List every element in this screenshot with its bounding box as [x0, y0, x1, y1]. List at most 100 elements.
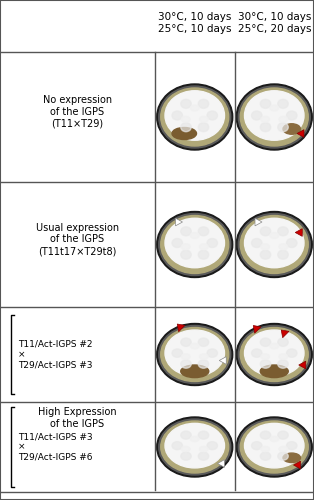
Ellipse shape [181, 360, 191, 368]
Text: T11/Act-IGPS #3
×
T29/Act-IGPS #6: T11/Act-IGPS #3 × T29/Act-IGPS #6 [18, 432, 93, 462]
Text: No expression
of the IGPS
(T11×T29): No expression of the IGPS (T11×T29) [43, 96, 112, 128]
Ellipse shape [181, 431, 191, 439]
Ellipse shape [157, 417, 233, 477]
Polygon shape [218, 460, 225, 468]
Ellipse shape [236, 324, 312, 386]
Ellipse shape [240, 88, 308, 146]
Ellipse shape [207, 111, 218, 120]
Ellipse shape [245, 424, 304, 468]
Ellipse shape [159, 214, 231, 276]
Ellipse shape [157, 212, 233, 278]
Ellipse shape [260, 122, 271, 132]
Ellipse shape [236, 417, 312, 477]
Ellipse shape [238, 214, 310, 276]
Ellipse shape [181, 338, 191, 346]
Ellipse shape [165, 330, 225, 376]
Ellipse shape [270, 344, 279, 349]
Ellipse shape [207, 349, 218, 358]
Ellipse shape [161, 421, 229, 473]
Ellipse shape [252, 349, 262, 358]
Ellipse shape [199, 446, 208, 452]
Ellipse shape [199, 354, 208, 360]
Ellipse shape [245, 218, 304, 268]
Polygon shape [177, 324, 185, 332]
Ellipse shape [260, 250, 271, 259]
Text: High Expression
of the IGPS: High Expression of the IGPS [38, 407, 117, 428]
Ellipse shape [270, 232, 279, 238]
Ellipse shape [260, 431, 271, 439]
Ellipse shape [165, 218, 225, 268]
Ellipse shape [181, 100, 191, 108]
Polygon shape [294, 461, 300, 469]
Ellipse shape [238, 326, 310, 384]
Ellipse shape [198, 100, 209, 108]
Ellipse shape [159, 326, 231, 384]
Ellipse shape [278, 100, 288, 108]
Ellipse shape [286, 349, 297, 358]
Ellipse shape [278, 122, 288, 132]
Ellipse shape [279, 354, 288, 360]
Ellipse shape [198, 250, 209, 259]
Ellipse shape [172, 349, 182, 358]
Ellipse shape [181, 116, 190, 122]
Ellipse shape [260, 227, 271, 236]
Ellipse shape [172, 128, 197, 140]
Ellipse shape [181, 250, 191, 259]
Polygon shape [297, 130, 304, 138]
Ellipse shape [161, 88, 229, 146]
Ellipse shape [181, 354, 190, 360]
Ellipse shape [261, 354, 269, 360]
Ellipse shape [278, 360, 288, 368]
Ellipse shape [165, 91, 225, 140]
Ellipse shape [181, 452, 191, 460]
Polygon shape [255, 218, 262, 226]
Ellipse shape [260, 338, 271, 346]
Ellipse shape [236, 84, 312, 150]
Ellipse shape [199, 116, 208, 122]
Ellipse shape [286, 442, 297, 450]
Ellipse shape [240, 421, 308, 473]
Ellipse shape [161, 216, 229, 274]
Ellipse shape [198, 122, 209, 132]
Ellipse shape [236, 212, 312, 278]
Polygon shape [219, 356, 226, 364]
Ellipse shape [165, 424, 225, 468]
Ellipse shape [279, 244, 288, 250]
Ellipse shape [159, 86, 231, 148]
Ellipse shape [198, 452, 209, 460]
Ellipse shape [161, 328, 229, 382]
Ellipse shape [238, 86, 310, 148]
Ellipse shape [260, 100, 271, 108]
Ellipse shape [199, 244, 208, 250]
Ellipse shape [278, 227, 288, 236]
Ellipse shape [260, 360, 271, 368]
Ellipse shape [261, 244, 269, 250]
Text: T11/Act-IGPS #2
×
T29/Act-IGPS #3: T11/Act-IGPS #2 × T29/Act-IGPS #3 [18, 340, 93, 370]
Polygon shape [299, 361, 306, 369]
Ellipse shape [278, 452, 288, 460]
Ellipse shape [181, 244, 190, 250]
Ellipse shape [190, 105, 199, 111]
Ellipse shape [181, 365, 209, 378]
Ellipse shape [279, 116, 288, 122]
Ellipse shape [252, 442, 262, 450]
Ellipse shape [278, 250, 288, 259]
Ellipse shape [157, 324, 233, 386]
Ellipse shape [181, 122, 191, 132]
Ellipse shape [286, 238, 297, 248]
Ellipse shape [159, 419, 231, 475]
Ellipse shape [283, 124, 300, 134]
Text: 30°C, 10 days
25°C, 10 days: 30°C, 10 days 25°C, 10 days [158, 12, 231, 34]
Ellipse shape [270, 436, 279, 442]
Ellipse shape [245, 91, 304, 140]
Ellipse shape [245, 330, 304, 376]
Ellipse shape [207, 238, 218, 248]
Ellipse shape [198, 227, 209, 236]
Ellipse shape [190, 232, 199, 238]
Ellipse shape [283, 453, 300, 462]
Ellipse shape [207, 442, 218, 450]
Polygon shape [295, 228, 302, 236]
Ellipse shape [238, 419, 310, 475]
Text: 30°C, 10 days
25°C, 20 days: 30°C, 10 days 25°C, 20 days [237, 12, 311, 34]
Ellipse shape [240, 328, 308, 382]
